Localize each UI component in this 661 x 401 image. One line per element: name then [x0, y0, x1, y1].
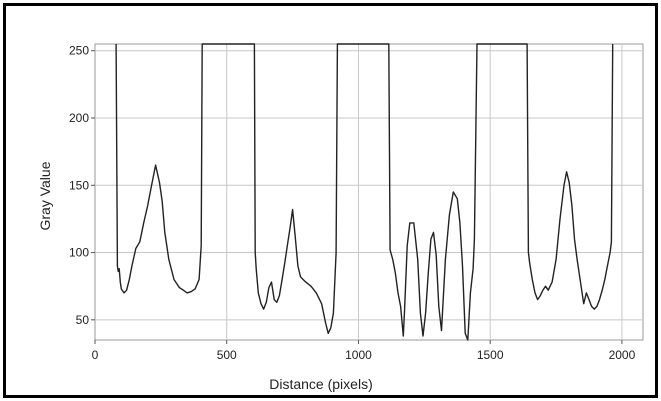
plot-area: [94, 43, 644, 341]
y-tick-label: 100: [69, 246, 89, 260]
y-axis-label: Gray Value: [37, 161, 53, 230]
x-tick-label: 1500: [477, 348, 504, 362]
x-tick-label: 2000: [609, 348, 636, 362]
y-tick-label: 250: [69, 44, 89, 58]
y-tick-label: 50: [76, 313, 90, 327]
y-axis-ticks: 50 100 150 200 250: [69, 44, 95, 327]
series-line: [115, 43, 614, 341]
gray-value-profile-chart: 50 100 150 200 250 0 500 1000 1500 2000 Distance…: [37, 43, 644, 392]
chart-frame: 50 100 150 200 250 0 500 1000 1500 2000 Distance…: [3, 3, 658, 398]
x-tick-label: 0: [92, 348, 99, 362]
x-axis-label: Distance (pixels): [269, 376, 372, 392]
grid-lines: [95, 44, 643, 340]
x-tick-label: 1000: [345, 348, 372, 362]
y-tick-label: 200: [69, 111, 89, 125]
x-axis-ticks: 0 500 1000 1500 2000: [92, 340, 636, 362]
x-tick-label: 500: [217, 348, 237, 362]
y-tick-label: 150: [69, 178, 89, 192]
